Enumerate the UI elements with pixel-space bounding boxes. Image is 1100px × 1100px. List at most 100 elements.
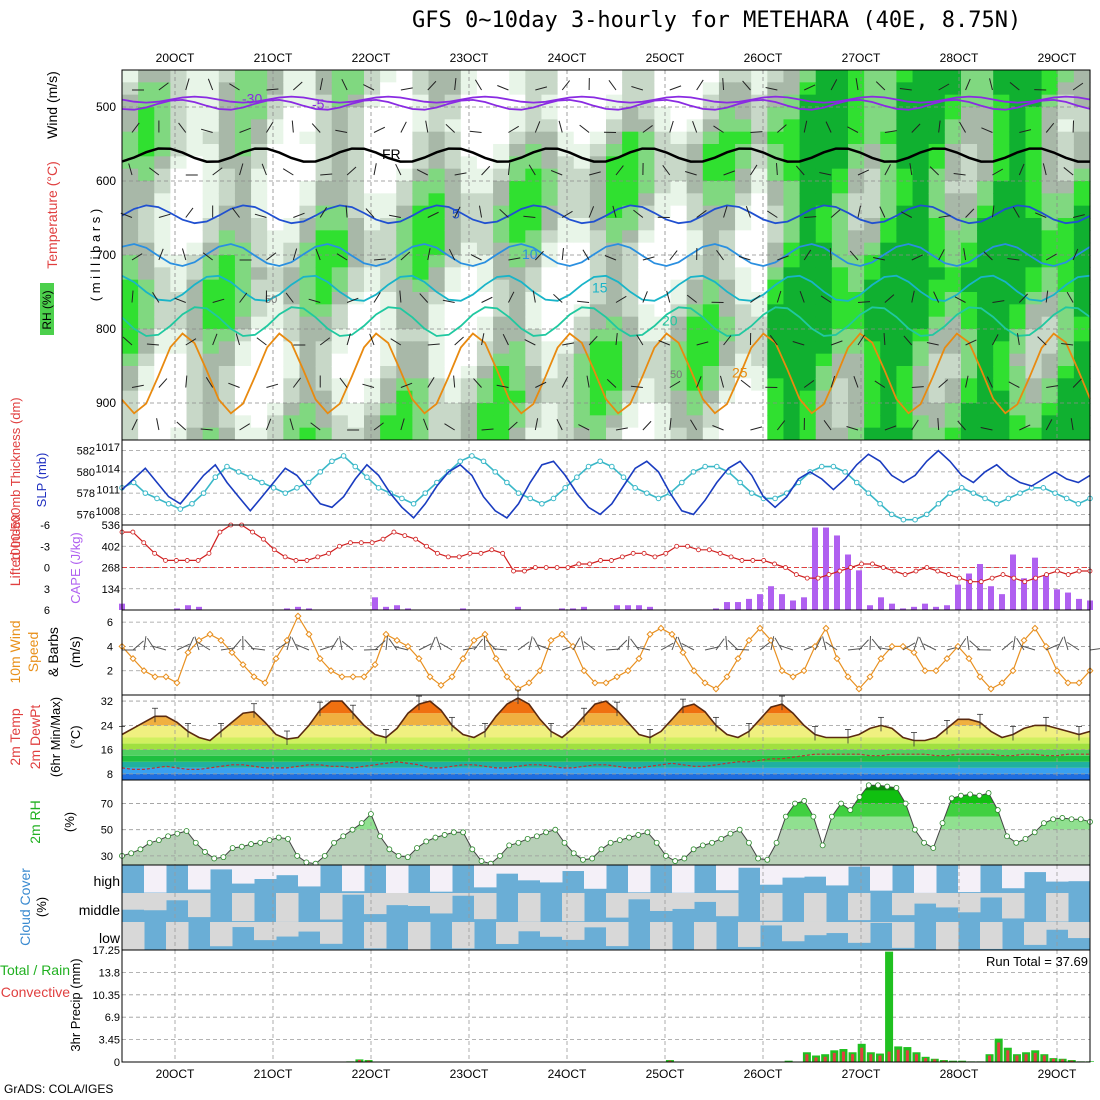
wind-barb xyxy=(636,334,644,346)
rh-cell xyxy=(751,82,768,96)
rh-cell xyxy=(573,390,591,404)
rh-cell xyxy=(1041,329,1059,342)
wind-barb xyxy=(1072,82,1084,91)
rh-cell xyxy=(928,304,946,318)
rh-cell xyxy=(444,255,462,268)
wind-barb xyxy=(830,79,838,91)
rh-cell xyxy=(557,230,575,244)
wind-tick: 6 xyxy=(107,617,113,629)
rh-cell xyxy=(896,119,914,133)
rh-cell xyxy=(670,119,688,133)
rh-cell xyxy=(557,267,575,281)
cloud-gap xyxy=(738,922,761,947)
rh-cell xyxy=(654,427,672,441)
wind-barb xyxy=(507,291,515,303)
thickness-point xyxy=(679,479,685,486)
rh-cell xyxy=(299,168,317,182)
rh-cell xyxy=(1073,415,1091,429)
rh-cell xyxy=(848,181,865,194)
rh-cell xyxy=(315,378,333,392)
wind-barb xyxy=(499,208,509,218)
rh-cell xyxy=(1025,230,1043,244)
rh-cell xyxy=(654,119,672,133)
wind-barb xyxy=(612,205,617,218)
rh-cell xyxy=(589,390,607,404)
rh-cell xyxy=(493,403,510,416)
wind-speed-point xyxy=(393,636,401,644)
li-point xyxy=(706,547,712,553)
rh-cell xyxy=(783,329,801,342)
rh-cell xyxy=(799,415,817,429)
rh-cell xyxy=(154,181,171,194)
rh-cell xyxy=(606,415,623,429)
rh-cell xyxy=(412,353,430,367)
rh-cell xyxy=(654,316,672,330)
rh-cell xyxy=(299,329,317,342)
rh-cell xyxy=(573,107,591,120)
wind-barb xyxy=(311,123,321,133)
rh-cell xyxy=(960,181,978,194)
li-point xyxy=(804,575,810,581)
rh-cell xyxy=(977,316,994,330)
rh-cell xyxy=(170,427,188,441)
rh-cell xyxy=(735,415,752,429)
rh-cell xyxy=(928,218,946,231)
rh-cell xyxy=(412,267,430,281)
rh-cell xyxy=(670,168,688,182)
rh-cell xyxy=(138,292,155,305)
rh-cell xyxy=(622,107,639,120)
wind-barb xyxy=(666,290,671,303)
wind-barb xyxy=(561,210,573,218)
wind-barb xyxy=(346,333,351,346)
rh-cell xyxy=(622,218,639,231)
rh-cell xyxy=(218,329,236,342)
cloud-gap xyxy=(782,865,805,878)
wind-barb xyxy=(1018,163,1025,176)
cloud-gap xyxy=(386,893,409,906)
thickness-point xyxy=(620,474,627,480)
isotherm-25 xyxy=(121,332,1091,415)
rh-cell xyxy=(718,94,736,108)
rh-cell xyxy=(331,181,349,194)
rh-cell xyxy=(977,415,994,429)
wind-barb xyxy=(292,81,303,91)
rh-cell xyxy=(154,329,171,342)
rh-cell xyxy=(154,168,171,182)
wind-barb xyxy=(319,78,324,91)
rh-cell xyxy=(170,304,188,318)
rh-cell xyxy=(896,218,914,231)
rh-cell xyxy=(670,329,688,342)
wind-barb xyxy=(1072,378,1082,388)
rh-cell xyxy=(1057,218,1075,231)
rh-cell xyxy=(622,378,639,392)
rh-cell xyxy=(218,218,236,231)
wind-barb xyxy=(453,375,456,388)
wind-speed-point xyxy=(547,636,555,644)
thickness-point xyxy=(247,474,254,480)
rh-cell xyxy=(347,230,365,244)
rh-point xyxy=(533,833,540,840)
rh-cell xyxy=(993,427,1010,441)
wind-barb xyxy=(373,163,377,176)
rh-point xyxy=(414,845,420,851)
rh-cell xyxy=(960,131,978,145)
rh-point xyxy=(211,855,218,862)
rh-cell xyxy=(622,415,639,429)
wind-barb xyxy=(938,379,949,388)
rh-cell xyxy=(218,366,236,379)
rh-cell xyxy=(186,131,204,145)
rh-cell xyxy=(347,427,365,441)
rh-cell xyxy=(638,82,655,96)
wind-barb xyxy=(212,298,225,303)
rh-cell xyxy=(347,242,365,256)
rh-cell xyxy=(154,144,171,157)
thickness-point xyxy=(480,458,487,465)
rh-cell xyxy=(476,242,494,256)
rh-cell xyxy=(347,218,365,231)
rh-cell xyxy=(864,242,881,256)
rh-cell xyxy=(799,427,817,441)
rh-point xyxy=(709,839,715,846)
rh-cell xyxy=(154,255,171,268)
rh-cell xyxy=(1041,168,1059,182)
rh-cell xyxy=(170,131,188,145)
